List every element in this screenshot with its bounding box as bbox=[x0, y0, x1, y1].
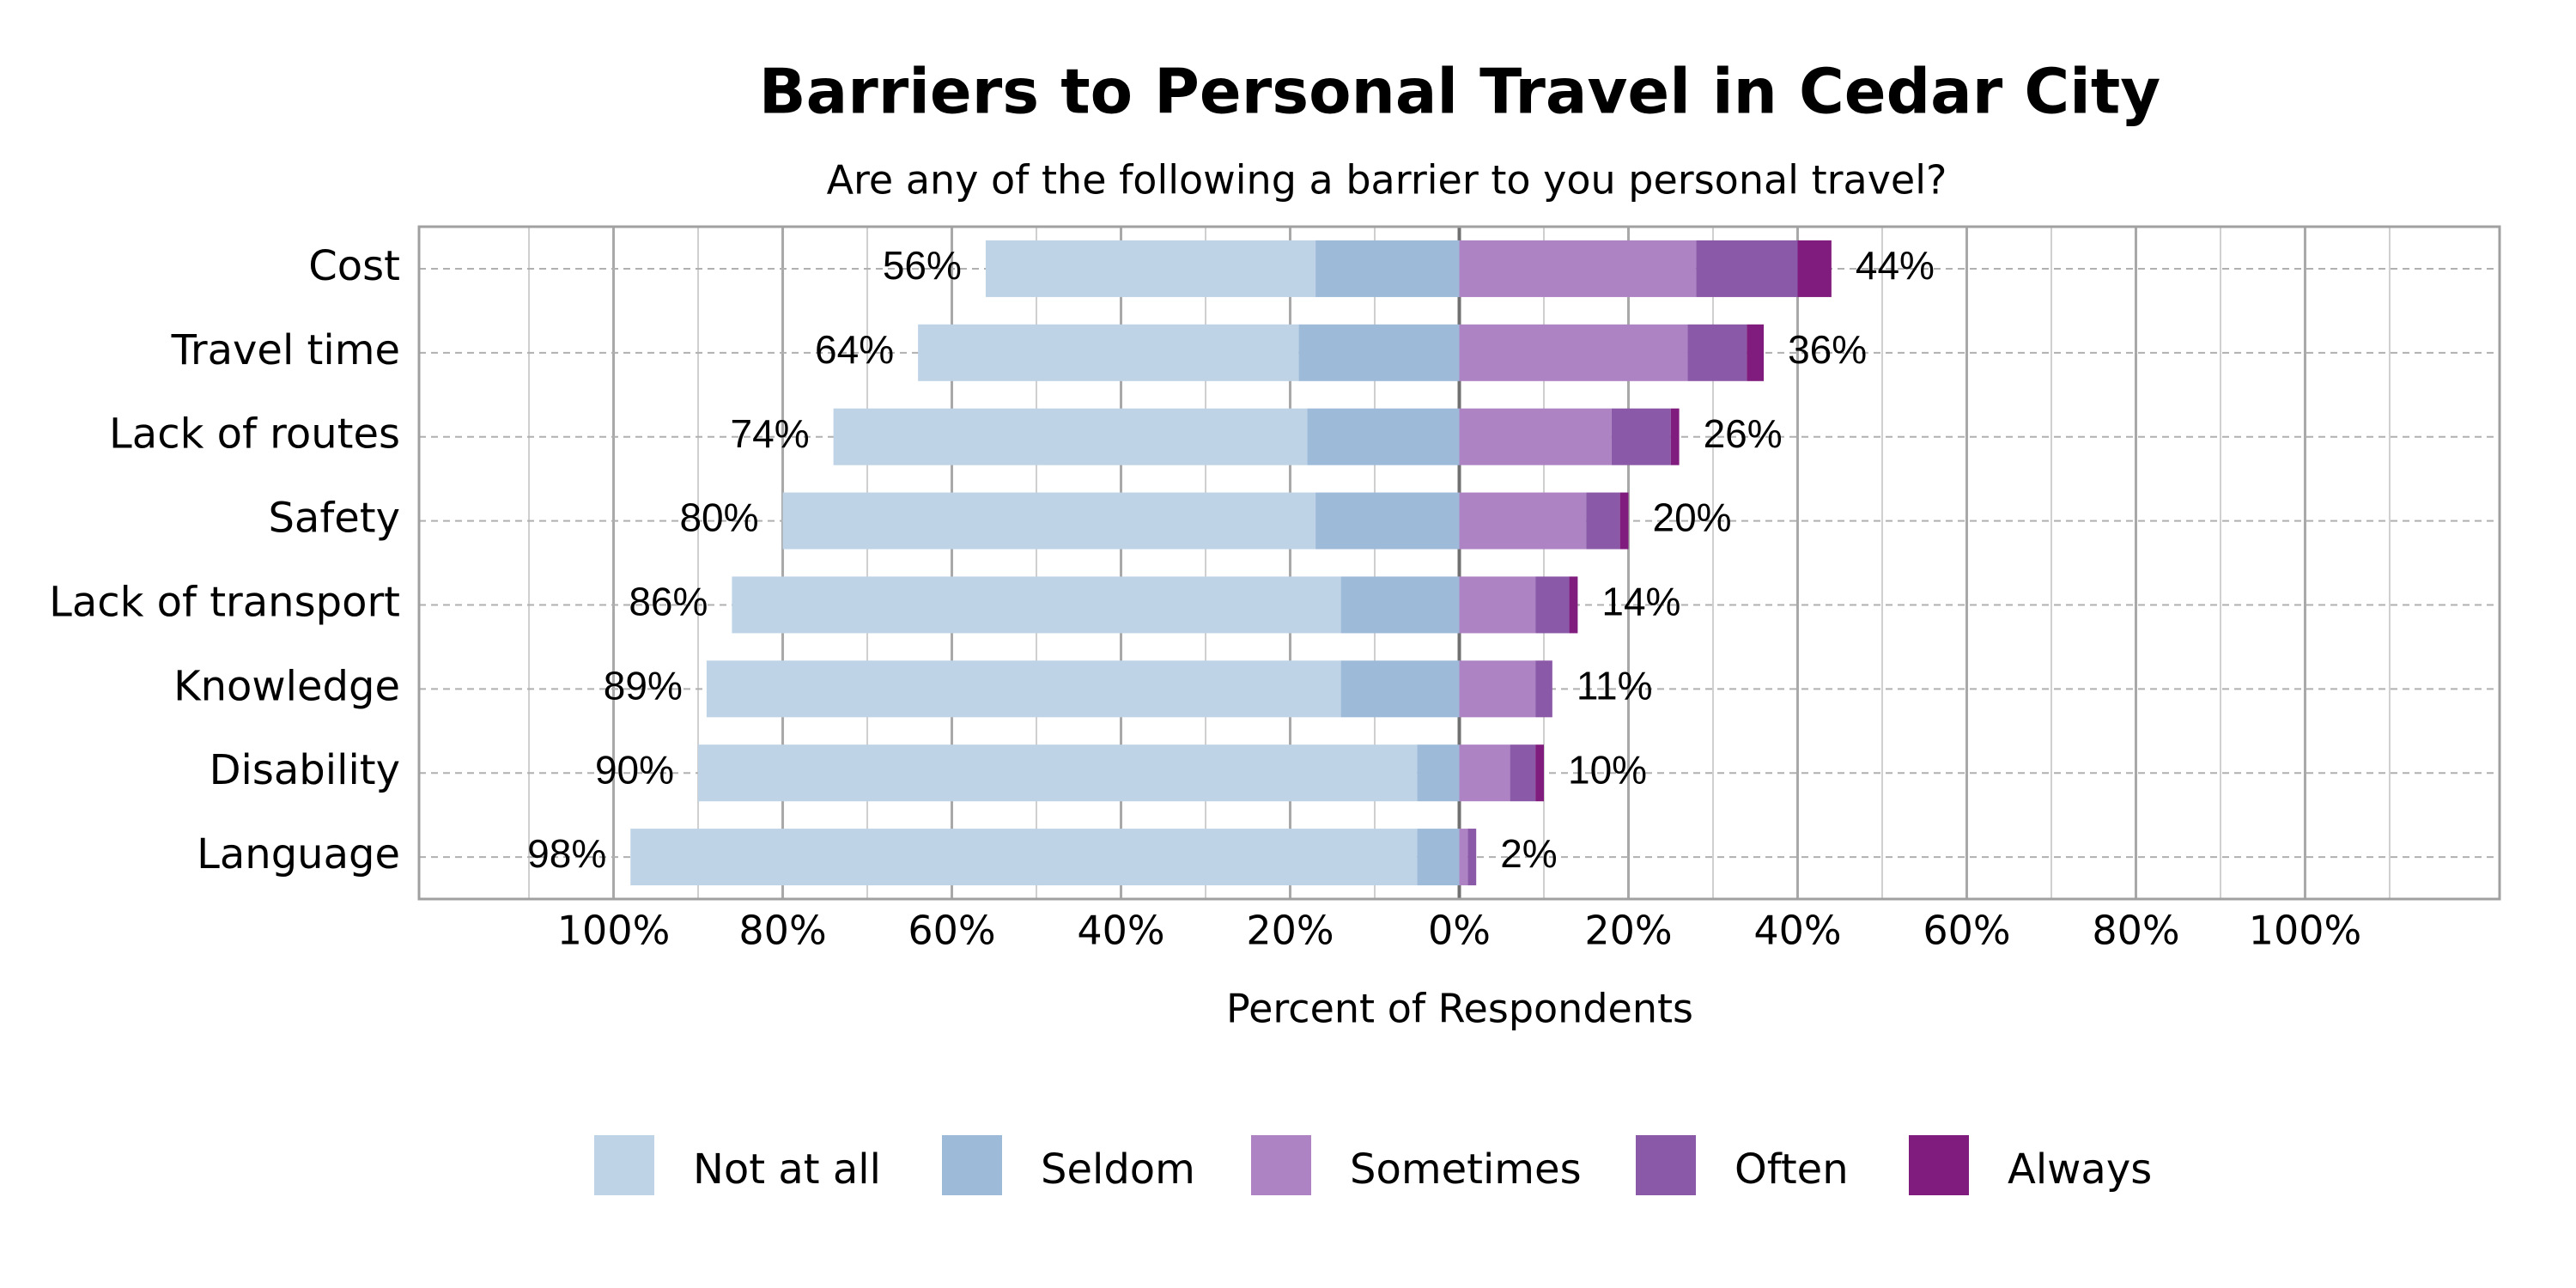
bar-segment bbox=[1747, 324, 1765, 381]
legend-label: Often bbox=[1735, 1145, 1849, 1194]
bar-segment bbox=[782, 492, 1316, 550]
bar-segment bbox=[1535, 744, 1544, 802]
bar-segment bbox=[630, 829, 1418, 886]
bar-segment bbox=[1315, 492, 1460, 550]
x-tick-label: 100% bbox=[557, 908, 671, 954]
legend-swatch bbox=[1251, 1135, 1311, 1195]
x-tick-label: 20% bbox=[1246, 908, 1334, 954]
x-tick-label: 100% bbox=[2249, 908, 2362, 954]
bar-segment bbox=[1459, 240, 1697, 297]
legend-label: Seldom bbox=[1041, 1145, 1195, 1194]
value-label: 10% bbox=[1568, 747, 1647, 792]
legend-label: Always bbox=[2008, 1145, 2152, 1194]
y-tick-label: Lack of transport bbox=[49, 578, 400, 626]
value-label: 14% bbox=[1601, 580, 1680, 624]
y-tick-label: Disability bbox=[210, 746, 400, 794]
value-label: 74% bbox=[731, 411, 810, 456]
y-tick-label: Lack of routes bbox=[109, 410, 400, 459]
legend-swatch bbox=[1909, 1135, 1969, 1195]
bar-segment bbox=[1611, 408, 1671, 465]
bar-segment bbox=[1619, 492, 1629, 550]
x-tick-label: 60% bbox=[908, 908, 995, 954]
bar-segment bbox=[1459, 492, 1587, 550]
x-tick-label: 0% bbox=[1428, 908, 1491, 954]
bar-segment bbox=[1569, 576, 1578, 634]
bar-segment bbox=[1586, 492, 1620, 550]
bar-segment bbox=[1467, 829, 1477, 886]
legend-label: Not at all bbox=[693, 1145, 881, 1194]
bar-segment bbox=[1535, 576, 1570, 634]
y-tick-label: Language bbox=[197, 830, 400, 878]
legend-swatch bbox=[942, 1135, 1002, 1195]
value-label: 36% bbox=[1788, 327, 1867, 372]
x-tick-label: 20% bbox=[1584, 908, 1672, 954]
bar-segment bbox=[1535, 660, 1552, 718]
bar-segment bbox=[1797, 240, 1832, 297]
bar-segment bbox=[833, 408, 1308, 465]
value-label: 64% bbox=[815, 327, 894, 372]
x-tick-label: 40% bbox=[1077, 908, 1164, 954]
bar-segment bbox=[1687, 324, 1747, 381]
x-tick-label: 40% bbox=[1753, 908, 1841, 954]
value-label: 20% bbox=[1652, 495, 1731, 540]
y-tick-label: Travel time bbox=[171, 326, 400, 374]
bar-segment bbox=[1459, 829, 1468, 886]
x-tick-label: 80% bbox=[738, 908, 826, 954]
bar-segment bbox=[1417, 829, 1460, 886]
legend-swatch bbox=[1636, 1135, 1696, 1195]
bar-segment bbox=[1459, 744, 1510, 802]
bar-segment bbox=[1417, 744, 1460, 802]
bar-segment bbox=[985, 240, 1316, 297]
bar-segment bbox=[1459, 576, 1536, 634]
y-tick-label: Knowledge bbox=[173, 662, 400, 710]
bar-segment bbox=[1307, 408, 1460, 465]
plot-frame bbox=[417, 225, 2501, 901]
value-label: 56% bbox=[883, 243, 962, 288]
value-label: 11% bbox=[1577, 663, 1653, 708]
x-axis-label: Percent of Respondents bbox=[1226, 986, 1693, 1032]
y-tick-label: Cost bbox=[308, 242, 400, 290]
bar-segment bbox=[1670, 408, 1680, 465]
bar-segment bbox=[706, 660, 1341, 718]
x-tick-label: 60% bbox=[1923, 908, 2010, 954]
bar-segment bbox=[732, 576, 1341, 634]
bar-segment bbox=[1340, 576, 1460, 634]
value-label: 2% bbox=[1500, 831, 1557, 876]
y-tick-label: Safety bbox=[268, 495, 400, 543]
chart-subtitle: Are any of the following a barrier to yo… bbox=[827, 157, 1947, 204]
value-label: 98% bbox=[527, 831, 606, 876]
value-label: 80% bbox=[679, 495, 758, 540]
legend-label: Sometimes bbox=[1350, 1145, 1582, 1194]
bar-segment bbox=[918, 324, 1299, 381]
value-label: 26% bbox=[1704, 411, 1783, 456]
value-label: 86% bbox=[629, 580, 708, 624]
bar-segment bbox=[1459, 660, 1536, 718]
bar-segment bbox=[1459, 324, 1688, 381]
bar-segment bbox=[1340, 660, 1460, 718]
bar-segment bbox=[1510, 744, 1536, 802]
legend-swatch bbox=[594, 1135, 654, 1195]
value-label: 89% bbox=[604, 663, 683, 708]
x-tick-label: 80% bbox=[2092, 908, 2179, 954]
value-label: 90% bbox=[595, 747, 674, 792]
bar-segment bbox=[1315, 240, 1460, 297]
bar-segment bbox=[1459, 408, 1612, 465]
chart-title: Barriers to Personal Travel in Cedar Cit… bbox=[759, 56, 2160, 128]
bar-segment bbox=[1696, 240, 1798, 297]
value-label: 44% bbox=[1856, 243, 1935, 288]
bar-segment bbox=[698, 744, 1418, 802]
bar-segment bbox=[1298, 324, 1460, 381]
